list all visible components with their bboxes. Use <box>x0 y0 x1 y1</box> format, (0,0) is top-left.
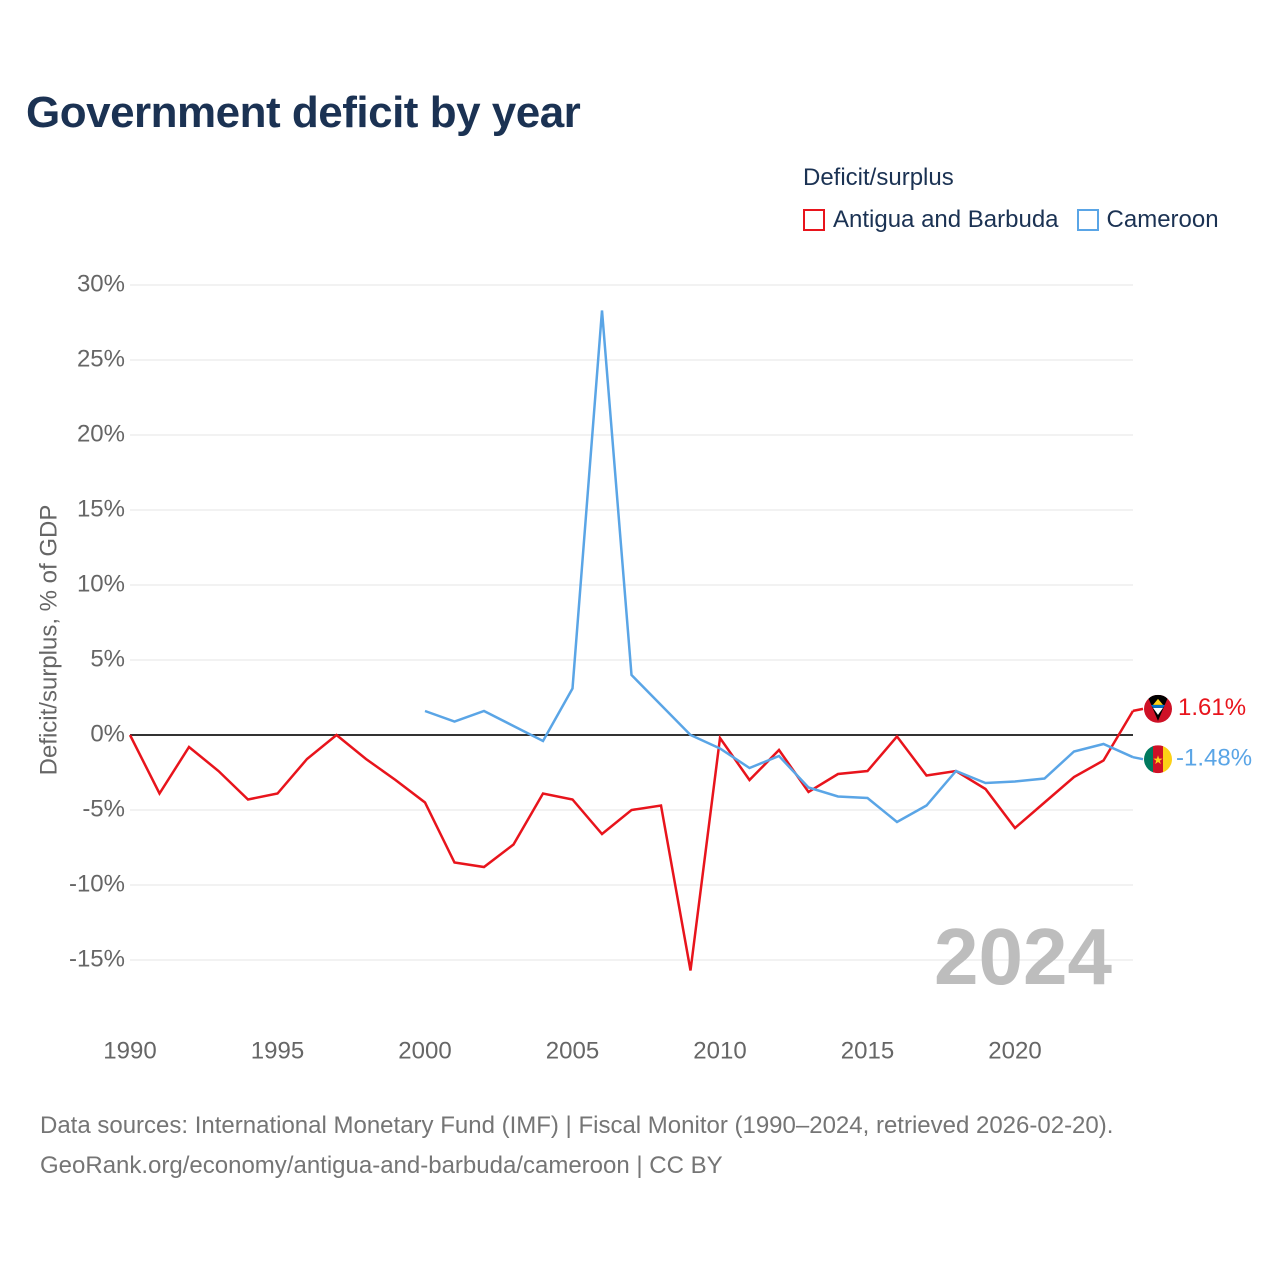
end-value-antigua: 1.61% <box>1178 694 1246 721</box>
y-tick-label: 20% <box>77 420 125 447</box>
legend-swatch-cameroon <box>1076 209 1099 231</box>
y-axis-ticks: 30% 25% 20% 15% 10% 5% 0% -5% -10% -15% <box>69 270 125 972</box>
series-line-cameroon[interactable] <box>424 310 1134 824</box>
flag-cameroon-icon: ★ <box>1144 745 1172 774</box>
y-tick-label: 30% <box>77 270 125 297</box>
y-tick-label: 10% <box>77 570 125 597</box>
source-line-1: Data sources: International Monetary Fun… <box>40 1112 1114 1139</box>
y-axis-label: Deficit/surplus, % of GDP <box>35 505 62 776</box>
y-tick-label: 25% <box>77 345 125 372</box>
x-axis-ticks: 1990 1995 2000 2005 2010 2015 2020 <box>103 1037 1041 1064</box>
end-value-cameroon: -1.48% <box>1176 745 1252 772</box>
end-connector-antigua <box>1132 707 1144 713</box>
end-connector-cameroon <box>1132 755 1144 761</box>
legend-title: Deficit/surplus <box>803 164 954 191</box>
chart-title: Government deficit by year <box>26 88 581 137</box>
legend: Antigua and Barbuda Cameroon <box>803 206 1219 234</box>
y-tick-label: -15% <box>69 945 125 972</box>
legend-item-antigua[interactable]: Antigua and Barbuda <box>803 206 1059 234</box>
y-tick-label: -5% <box>82 795 125 822</box>
y-tick-label: 15% <box>77 495 125 522</box>
series-lines <box>128 310 1144 971</box>
year-watermark: 2024 <box>934 912 1112 1001</box>
y-tick-label: -10% <box>69 870 125 897</box>
x-tick-label: 2010 <box>693 1037 746 1064</box>
end-markers: ★ <box>1144 694 1172 774</box>
source-note: Data sources: International Monetary Fun… <box>40 1106 1113 1186</box>
y-tick-label: 0% <box>90 720 125 747</box>
legend-swatch-antigua <box>803 209 825 231</box>
series-line-antigua[interactable] <box>128 710 1135 971</box>
legend-item-cameroon[interactable]: Cameroon <box>1076 206 1219 234</box>
legend-label-cameroon: Cameroon <box>1106 206 1219 233</box>
x-tick-label: 1990 <box>103 1037 156 1064</box>
svg-text:★: ★ <box>1153 753 1164 767</box>
x-tick-label: 2020 <box>988 1037 1041 1064</box>
source-line-2[interactable]: GeoRank.org/economy/antigua-and-barbuda/… <box>40 1152 723 1179</box>
flag-antigua-icon <box>1144 694 1172 723</box>
x-tick-label: 2015 <box>841 1037 894 1064</box>
x-tick-label: 1995 <box>251 1037 304 1064</box>
x-tick-label: 2000 <box>398 1037 451 1064</box>
y-tick-label: 5% <box>90 645 125 672</box>
x-tick-label: 2005 <box>546 1037 599 1064</box>
legend-label-antigua: Antigua and Barbuda <box>833 206 1059 233</box>
grid-lines <box>130 284 1133 961</box>
